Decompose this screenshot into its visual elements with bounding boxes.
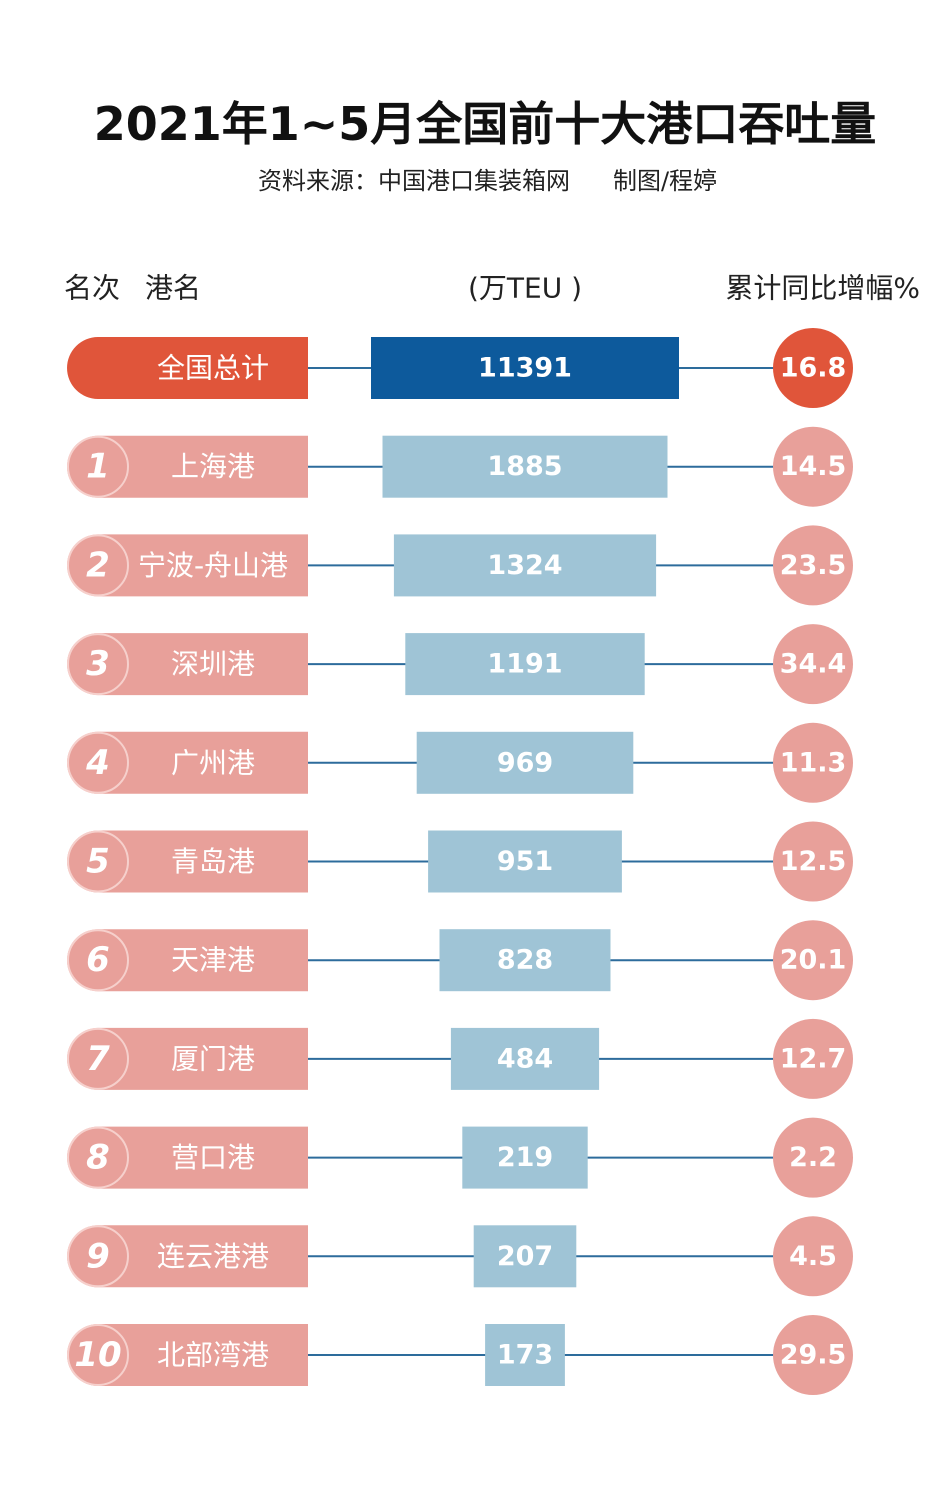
growth-circle xyxy=(773,426,853,507)
rank-badge xyxy=(67,1126,129,1189)
rank-badge xyxy=(67,1027,129,1090)
growth-value: 23.5 xyxy=(780,550,847,581)
growth-value: 34.4 xyxy=(780,649,847,680)
volume-box xyxy=(485,1324,565,1386)
port-name: 广州港 xyxy=(171,746,255,779)
volume-value: 1885 xyxy=(487,451,562,482)
port-pill xyxy=(67,1324,308,1386)
port-pill xyxy=(66,1126,308,1189)
volume-box xyxy=(405,633,645,696)
growth-value: 12.7 xyxy=(780,1043,847,1074)
growth-circle xyxy=(773,624,853,705)
port-name: 厦门港 xyxy=(171,1042,255,1075)
growth-value: 11.3 xyxy=(780,747,847,778)
growth-circle xyxy=(773,1117,853,1198)
port-name: 深圳港 xyxy=(171,648,255,681)
growth-header: 累计同比增幅% xyxy=(725,272,920,305)
rank-badge xyxy=(67,1324,129,1386)
volume-box xyxy=(393,534,657,597)
port-pill xyxy=(66,633,308,696)
volume-value: 11391 xyxy=(478,353,572,384)
volume-value: 969 xyxy=(497,747,553,778)
port-pill xyxy=(66,830,308,893)
volume-value: 828 xyxy=(497,945,553,976)
port-pill xyxy=(66,731,308,794)
growth-value: 12.5 xyxy=(780,846,847,877)
volume-value: 1191 xyxy=(487,649,562,680)
port-name: 青岛港 xyxy=(171,845,255,878)
growth-circle xyxy=(773,821,853,902)
port-pill xyxy=(66,929,308,992)
growth-value: 16.8 xyxy=(780,353,847,384)
volume-box xyxy=(371,337,679,399)
rank-number: 7 xyxy=(86,1039,110,1079)
rank-number: 8 xyxy=(86,1138,110,1178)
rank-header: 名次 xyxy=(64,272,120,305)
port-name: 宁波-舟山港 xyxy=(138,549,288,582)
port-name: 上海港 xyxy=(171,450,255,483)
volume-box xyxy=(439,929,611,992)
rank-number: 1 xyxy=(86,447,110,487)
growth-value: 20.1 xyxy=(780,945,847,976)
growth-circle xyxy=(773,525,853,606)
port-header: 港名 xyxy=(145,272,201,305)
port-name: 营口港 xyxy=(171,1141,255,1174)
growth-value: 4.5 xyxy=(789,1241,837,1272)
port-pill xyxy=(67,435,308,498)
title: 2021年1~5月全国前十大港口吞吐量 xyxy=(94,97,877,151)
volume-header: (万TEU ) xyxy=(468,272,582,305)
rank-badge xyxy=(67,830,129,893)
rank-badge xyxy=(67,534,129,597)
growth-value: 2.2 xyxy=(789,1142,837,1173)
growth-circle xyxy=(773,1216,853,1297)
port-pill xyxy=(66,534,308,597)
volume-value: 951 xyxy=(497,846,553,877)
volume-value: 1324 xyxy=(487,550,562,581)
port-name: 北部湾港 xyxy=(157,1339,269,1372)
volume-box xyxy=(473,1225,577,1288)
volume-box xyxy=(462,1126,588,1189)
volume-value: 484 xyxy=(497,1043,553,1074)
rank-badge xyxy=(67,633,129,696)
port-name: 全国总计 xyxy=(157,352,269,385)
rank-number: 9 xyxy=(86,1236,110,1276)
volume-box xyxy=(382,435,668,498)
growth-circle xyxy=(773,920,853,1001)
rank-badge xyxy=(67,929,129,992)
volume-box xyxy=(450,1027,600,1090)
volume-value: 207 xyxy=(497,1241,553,1272)
growth-circle xyxy=(773,722,853,803)
rank-number: 6 xyxy=(86,940,110,980)
rank-number: 2 xyxy=(86,545,110,585)
rank-number: 4 xyxy=(85,743,110,783)
volume-value: 173 xyxy=(497,1340,553,1371)
volume-box xyxy=(428,830,622,893)
rank-number: 10 xyxy=(74,1335,121,1375)
rank-number: 3 xyxy=(86,644,110,684)
volume-value: 219 xyxy=(497,1142,553,1173)
growth-circle xyxy=(773,1018,853,1099)
growth-circle xyxy=(773,1315,853,1395)
credit: 制图/程婷 xyxy=(613,167,717,195)
port-pill xyxy=(66,1225,308,1288)
rank-badge xyxy=(67,435,129,498)
port-name: 连云港港 xyxy=(157,1240,269,1273)
rows: 全国总计 11391 16.8 1 上海港 1885 14.5 2 宁波-舟山港 1324 23.5… xyxy=(66,328,853,1395)
port-pill xyxy=(66,1027,308,1090)
rank-badge xyxy=(67,1225,129,1288)
rank-number: 5 xyxy=(86,842,110,882)
volume-box xyxy=(416,731,634,794)
port-name: 天津港 xyxy=(171,944,255,977)
port-pill xyxy=(67,337,308,399)
growth-value: 14.5 xyxy=(780,451,847,482)
rank-badge xyxy=(67,731,129,794)
growth-value: 29.5 xyxy=(780,1340,847,1371)
growth-circle xyxy=(773,328,853,408)
source: 资料来源：中国港口集装箱网 xyxy=(258,167,570,195)
